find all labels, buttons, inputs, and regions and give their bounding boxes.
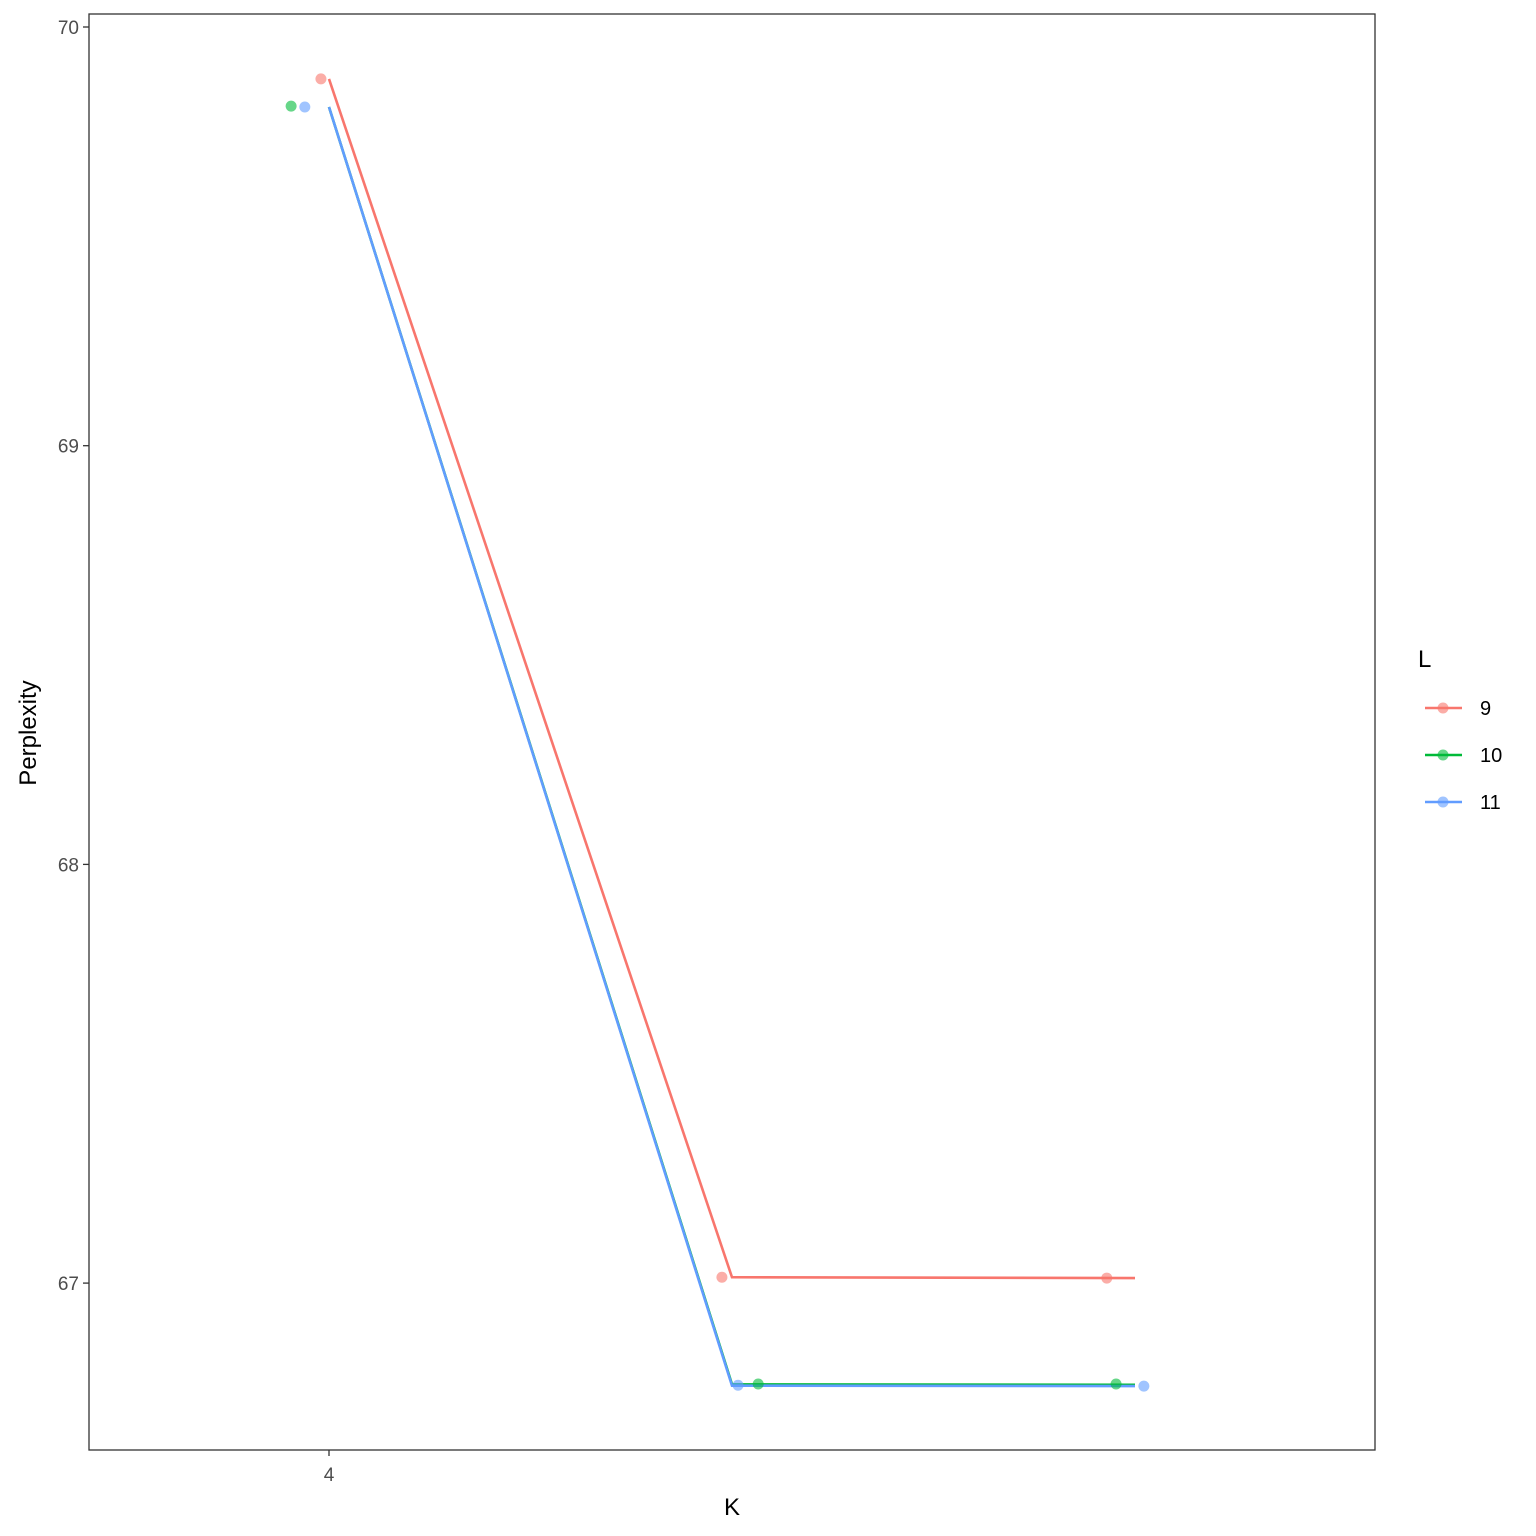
y-tick-label: 69 <box>58 437 79 458</box>
legend-label: 10 <box>1480 745 1502 767</box>
data-point-11 <box>732 1379 744 1391</box>
data-point-10 <box>752 1378 764 1390</box>
y-tick-label: 70 <box>58 18 79 39</box>
plot-panel <box>88 13 1376 1451</box>
series-line-9 <box>327 78 1136 1280</box>
legend-label: 11 <box>1480 792 1501 814</box>
y-tick-label: 68 <box>58 855 79 876</box>
data-point-9 <box>315 73 327 85</box>
data-point-10 <box>285 100 297 112</box>
data-point-9 <box>1101 1272 1113 1284</box>
x-tick-label: 4 <box>324 1465 335 1486</box>
y-axis-title: Perplexity <box>15 680 42 785</box>
legend-key-point <box>1437 702 1449 714</box>
legend: L 9 10 11 <box>1418 646 1502 814</box>
legend-key-point <box>1437 796 1449 808</box>
data-point-11 <box>1138 1380 1150 1392</box>
data-point-10 <box>1110 1378 1122 1390</box>
series-line-11 <box>327 106 1136 1388</box>
legend-key-point <box>1437 749 1449 761</box>
legend-label: 9 <box>1480 698 1491 720</box>
x-axis-title: K <box>724 1494 740 1521</box>
data-point-9 <box>716 1271 728 1283</box>
data-point-11 <box>299 101 311 113</box>
legend-title: L <box>1418 646 1431 673</box>
y-tick-label: 67 <box>58 1274 79 1295</box>
